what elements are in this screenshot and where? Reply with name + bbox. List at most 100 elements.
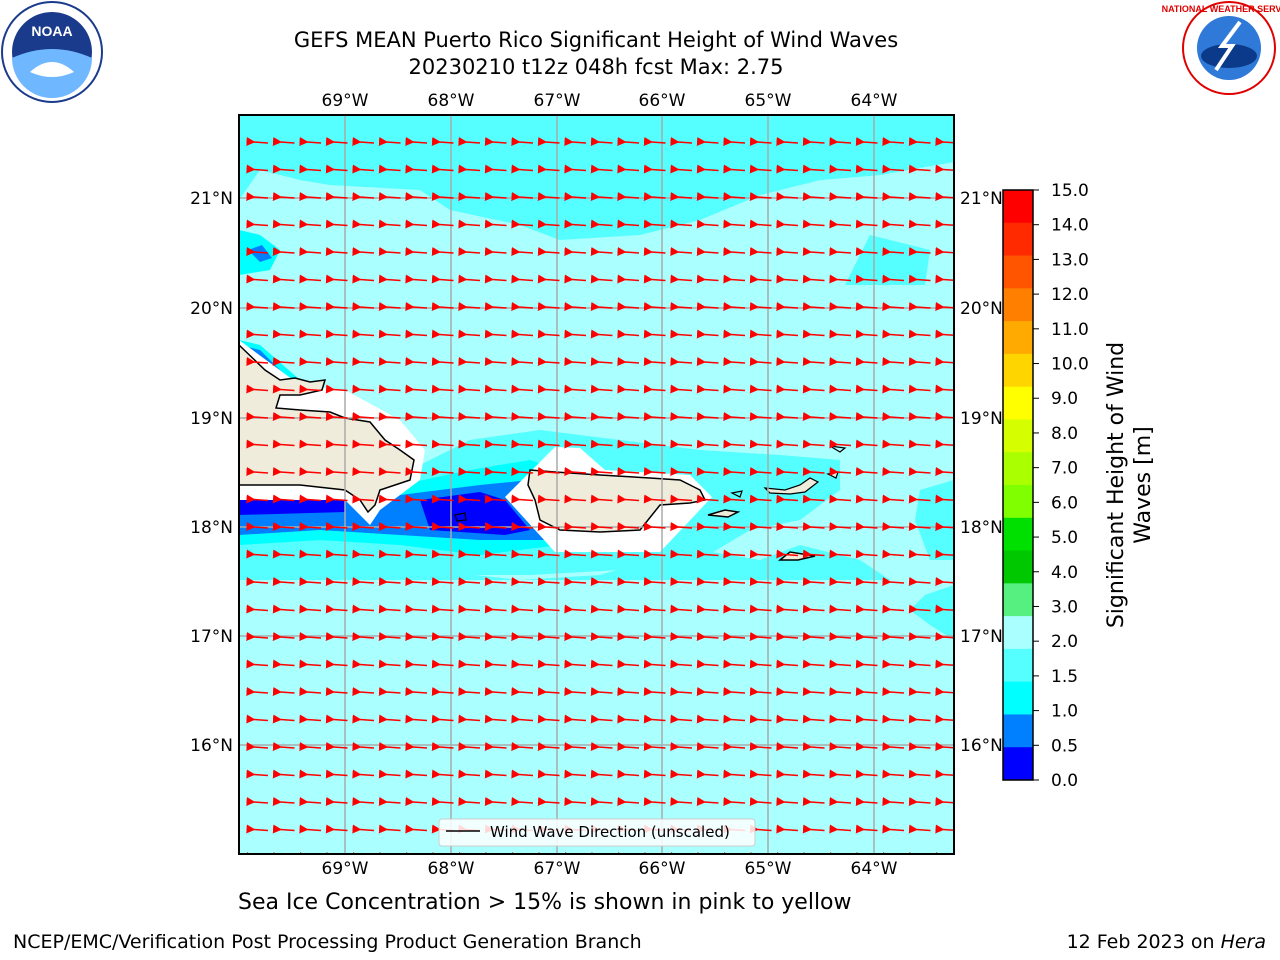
- wind-wave-arrow: [617, 521, 640, 531]
- wind-wave-arrow: [431, 439, 454, 449]
- wind-wave-arrow: [749, 686, 772, 696]
- wind-wave-arrow: [776, 356, 799, 366]
- wind-wave-arrow: [643, 796, 666, 806]
- colorbar-tick-label: 11.0: [1051, 320, 1089, 340]
- wind-wave-arrow: [749, 631, 772, 641]
- wind-wave-arrow: [352, 769, 375, 779]
- wind-wave-arrow: [564, 796, 587, 806]
- wind-wave-arrow: [723, 576, 746, 586]
- wind-wave-arrow: [352, 246, 375, 256]
- wind-wave-arrow: [723, 604, 746, 614]
- lon-label-bottom: 66°W: [639, 859, 686, 879]
- wind-wave-arrow: [590, 714, 613, 724]
- wind-wave-arrow: [882, 631, 905, 641]
- wind-wave-arrow: [749, 549, 772, 559]
- wind-wave-arrow: [696, 219, 719, 229]
- wind-wave-arrow: [643, 329, 666, 339]
- wind-wave-arrow: [908, 576, 931, 586]
- wind-wave-arrow: [378, 604, 401, 614]
- wind-wave-arrow: [484, 576, 507, 586]
- wind-wave-arrow: [537, 494, 560, 504]
- wind-wave-arrow: [431, 191, 454, 201]
- wind-wave-arrow: [749, 494, 772, 504]
- colorbar-tick-label: 2.0: [1051, 632, 1078, 652]
- wind-wave-arrow: [882, 466, 905, 476]
- wind-wave-arrow: [617, 631, 640, 641]
- wind-wave-arrow: [617, 549, 640, 559]
- wind-wave-arrow: [696, 659, 719, 669]
- wind-wave-arrow: [431, 219, 454, 229]
- wind-wave-arrow: [855, 301, 878, 311]
- wave-height-region-0to0.5-mona: [420, 492, 530, 535]
- wind-wave-arrow: [352, 604, 375, 614]
- wind-wave-arrow: [617, 686, 640, 696]
- wind-wave-arrow: [564, 219, 587, 229]
- wind-wave-arrow: [246, 686, 269, 696]
- wind-wave-arrow: [272, 824, 295, 834]
- wind-wave-arrow: [405, 714, 428, 724]
- colorbar-tick-label: 15.0: [1051, 181, 1089, 201]
- colorbar-swatch: [1003, 747, 1033, 781]
- lat-label-right: 20°N: [960, 299, 1003, 319]
- wind-wave-arrow: [378, 384, 401, 394]
- wind-wave-arrow: [405, 824, 428, 834]
- wind-wave-arrow: [272, 411, 295, 421]
- wind-wave-arrow: [802, 796, 825, 806]
- wind-wave-arrow: [431, 604, 454, 614]
- wind-wave-arrow: [935, 686, 954, 696]
- wind-wave-arrow: [431, 164, 454, 174]
- colorbar-tick-label: 4.0: [1051, 563, 1078, 583]
- lat-label-right: 18°N: [960, 518, 1003, 538]
- lon-label-bottom: 69°W: [322, 859, 369, 879]
- wind-wave-arrow: [564, 576, 587, 586]
- wind-wave-arrow: [908, 851, 918, 854]
- wind-wave-arrow: [670, 494, 693, 504]
- wind-wave-arrow: [590, 329, 613, 339]
- wind-wave-arrow: [829, 219, 852, 229]
- wind-wave-arrow: [802, 301, 825, 311]
- wind-wave-arrow: [723, 411, 746, 421]
- wind-wave-arrow: [378, 136, 401, 146]
- wind-wave-arrow: [935, 356, 954, 366]
- wind-wave-arrow: [670, 659, 693, 669]
- wind-wave-arrow: [325, 219, 348, 229]
- wind-wave-arrow: [564, 549, 587, 559]
- wind-wave-arrow: [484, 659, 507, 669]
- wind-wave-arrow: [458, 604, 481, 614]
- wind-wave-arrow: [405, 521, 428, 531]
- wind-wave-arrow: [564, 191, 587, 201]
- wind-wave-arrow: [458, 191, 481, 201]
- wind-wave-arrow: [431, 796, 454, 806]
- wind-wave-arrow: [272, 686, 295, 696]
- wind-wave-arrow: [908, 219, 931, 229]
- wind-wave-arrow: [908, 796, 931, 806]
- wind-wave-arrow: [829, 466, 852, 476]
- wind-wave-arrow: [246, 494, 269, 504]
- wind-wave-arrow: [935, 714, 954, 724]
- wind-wave-arrow: [670, 714, 693, 724]
- wind-wave-arrow: [829, 136, 852, 146]
- wind-wave-arrow: [537, 851, 547, 854]
- wind-wave-arrow: [802, 411, 825, 421]
- wind-wave-arrow: [935, 631, 954, 641]
- wind-wave-arrow: [855, 164, 878, 174]
- wind-wave-arrow: [511, 631, 534, 641]
- wind-wave-arrow: [590, 549, 613, 559]
- colorbar-swatch: [1003, 255, 1033, 289]
- wind-wave-arrow: [829, 411, 852, 421]
- wind-wave-arrow: [511, 686, 534, 696]
- wind-wave-arrow: [749, 411, 772, 421]
- wind-wave-arrow: [882, 246, 905, 256]
- wind-wave-arrow: [299, 796, 322, 806]
- wind-wave-arrow: [776, 136, 799, 146]
- wind-wave-arrow: [908, 411, 931, 421]
- wind-wave-arrow: [643, 659, 666, 669]
- wind-wave-arrow: [299, 741, 322, 751]
- wind-wave-arrow: [855, 439, 878, 449]
- wind-wave-arrow: [325, 466, 348, 476]
- colorbar-swatch: [1003, 485, 1033, 519]
- wind-wave-arrow: [749, 741, 772, 751]
- colorbar-swatch: [1003, 714, 1033, 748]
- colorbar-tick-label: 3.0: [1051, 597, 1078, 617]
- wind-wave-arrow: [325, 164, 348, 174]
